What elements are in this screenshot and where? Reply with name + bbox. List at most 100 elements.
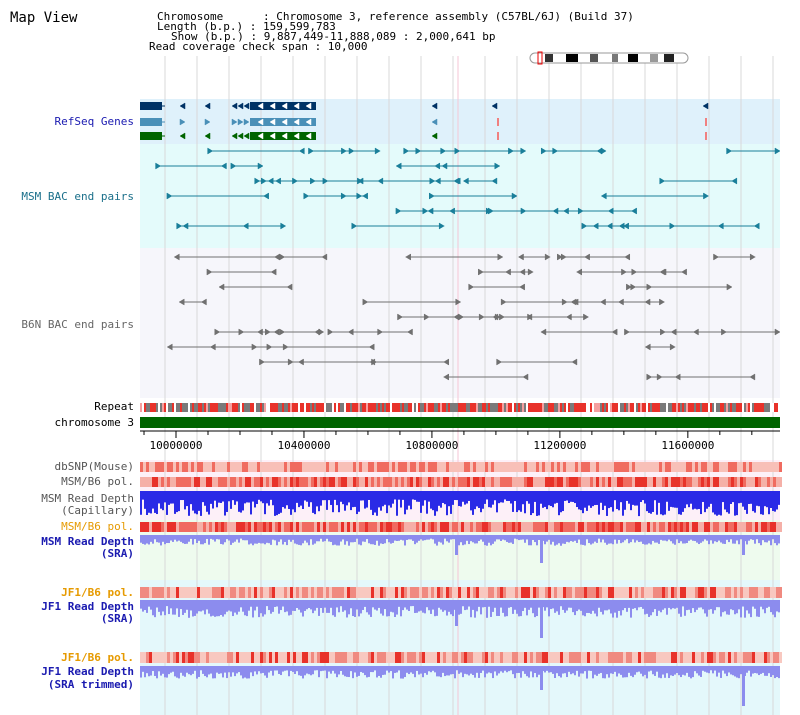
msm-capillary-depth-bar (676, 491, 678, 508)
repeat-segment (164, 403, 166, 412)
jf1-sra-depth-bar (228, 600, 230, 611)
jf1-b6-pol-cell (383, 587, 386, 598)
label-refseq-genes[interactable]: RefSeq Genes (54, 115, 134, 128)
msm-b6-pol-2-cell (440, 522, 443, 532)
dbsnp-cell (389, 462, 392, 472)
dbsnp-cell (302, 462, 305, 472)
jf1-b6-pol-2-cell (557, 652, 560, 663)
msm-capillary-depth-bar (474, 491, 476, 510)
msm-sra-depth-bar (308, 535, 310, 546)
label-jf1-b6-pol-2[interactable]: JF1/B6 pol. (61, 651, 134, 664)
msm-sra-depth-bar (432, 535, 434, 540)
b6n-bac-end (522, 373, 529, 381)
jf1-trimmed-depth-bar (160, 666, 162, 676)
msm-sra-depth-bar (574, 535, 576, 541)
jf1-sra-depth-bar (196, 600, 198, 614)
jf1-sra-depth-bar (676, 600, 678, 608)
jf1-trimmed-depth-bar (576, 666, 578, 671)
label-dbsnp[interactable]: dbSNP(Mouse) (54, 460, 134, 473)
msm-b6-pol-2-cell (683, 522, 686, 532)
repeat-segment (458, 403, 460, 412)
jf1-trimmed-depth-bar (402, 666, 404, 679)
msm-capillary-depth-bar (190, 491, 192, 505)
jf1-trimmed-depth-bar (424, 666, 426, 674)
msm-sra-depth-bar (206, 535, 208, 539)
msm-sra-depth-bar (380, 535, 382, 544)
label-msm-depth-sra-1[interactable]: MSM Read Depth (41, 535, 134, 548)
msm-capillary-depth-bar (242, 491, 244, 511)
msm-b6-pol-cell (206, 477, 209, 487)
label-jf1-depth-trim-1[interactable]: JF1 Read Depth (41, 665, 134, 678)
msm-capillary-depth-bar (172, 491, 174, 504)
msm-b6-pol-2-cell (197, 522, 200, 532)
jf1-b6-pol-cell (329, 587, 332, 598)
ideogram-band (628, 54, 638, 62)
jf1-trimmed-depth-bar (414, 666, 416, 678)
msm-b6-pol-2-cell (302, 522, 305, 532)
dbsnp-cell (668, 462, 671, 472)
jf1-b6-pol-cell (581, 587, 584, 598)
jf1-trimmed-depth-bar (480, 666, 482, 673)
jf1-trimmed-depth-bar (658, 666, 660, 678)
label-jf1-b6-pol-1[interactable]: JF1/B6 pol. (61, 586, 134, 599)
msm-b6-pol-2-cell (494, 522, 497, 532)
msm-sra-depth-bar (492, 535, 494, 544)
msm-b6-pol-cell (533, 477, 536, 487)
jf1-sra-depth-bar (532, 600, 534, 614)
jf1-sra-depth-bar (498, 600, 500, 616)
msm-capillary-depth-bar (298, 491, 300, 508)
msm-capillary-depth-bar (314, 491, 316, 515)
msm-sra-depth-bar (446, 535, 448, 542)
msm-capillary-depth-bar (592, 491, 594, 507)
msm-sra-depth-bar (478, 535, 480, 541)
jf1-b6-pol-cell (734, 587, 737, 598)
jf1-sra-depth-bar (494, 600, 496, 608)
label-msm-depth-cap-1[interactable]: MSM Read Depth (41, 492, 134, 505)
msm-capillary-depth-bar (556, 491, 558, 503)
dbsnp-cell (728, 462, 731, 472)
jf1-b6-pol-cell (737, 587, 740, 598)
msm-capillary-depth-bar (546, 491, 548, 510)
msm-capillary-depth-bar (338, 491, 340, 513)
jf1-sra-depth-bar (214, 600, 216, 617)
repeat-segment (210, 403, 212, 412)
msm-capillary-depth-bar (638, 491, 640, 517)
msm-sra-depth-bar (438, 535, 440, 542)
repeat-segment (316, 403, 318, 412)
jf1-sra-depth-bar (448, 600, 450, 612)
msm-b6-pol-2-cell (566, 522, 569, 532)
label-msm-bac[interactable]: MSM BAC end pairs (21, 190, 134, 203)
repeat-segment (140, 403, 142, 412)
axis-tick-label: 10400000 (277, 439, 330, 452)
msm-sra-depth-bar (644, 535, 646, 545)
msm-b6-pol-2-cell (146, 522, 149, 532)
jf1-sra-depth-bar (420, 600, 422, 611)
dbsnp-cell (272, 462, 275, 472)
msm-b6-pol-cell (326, 477, 329, 487)
dbsnp-cell (614, 462, 617, 472)
repeat-segment (758, 403, 760, 412)
repeat-segment (206, 403, 208, 412)
msm-sra-depth-bar (766, 535, 768, 543)
msm-b6-pol-2-cell (530, 522, 533, 532)
jf1-sra-depth-bar (612, 600, 614, 618)
label-msm-b6-pol-1[interactable]: MSM/B6 pol. (61, 475, 134, 488)
label-repeat[interactable]: Repeat (94, 400, 134, 413)
msm-b6-pol-2-cell (485, 522, 488, 532)
jf1-trimmed-depth-bar (180, 666, 182, 673)
jf1-sra-depth-bar (364, 600, 366, 607)
msm-b6-pol-2-cell (314, 522, 317, 532)
msm-bac-end (520, 207, 527, 215)
jf1-sra-depth-bar (306, 600, 308, 610)
label-b6n-bac[interactable]: B6N BAC end pairs (21, 318, 134, 331)
jf1-sra-depth-bar (634, 600, 636, 609)
label-msm-b6-pol-2[interactable]: MSM/B6 pol. (61, 520, 134, 533)
jf1-b6-pol-2-cell (668, 652, 671, 663)
msm-capillary-depth-bar (740, 491, 742, 503)
msm-capillary-depth-bar (584, 491, 586, 508)
jf1-trimmed-depth-bar (432, 666, 434, 671)
label-jf1-depth-sra-1[interactable]: JF1 Read Depth (41, 600, 134, 613)
axis-tick-label: 10000000 (150, 439, 203, 452)
dbsnp-cell (257, 462, 260, 472)
